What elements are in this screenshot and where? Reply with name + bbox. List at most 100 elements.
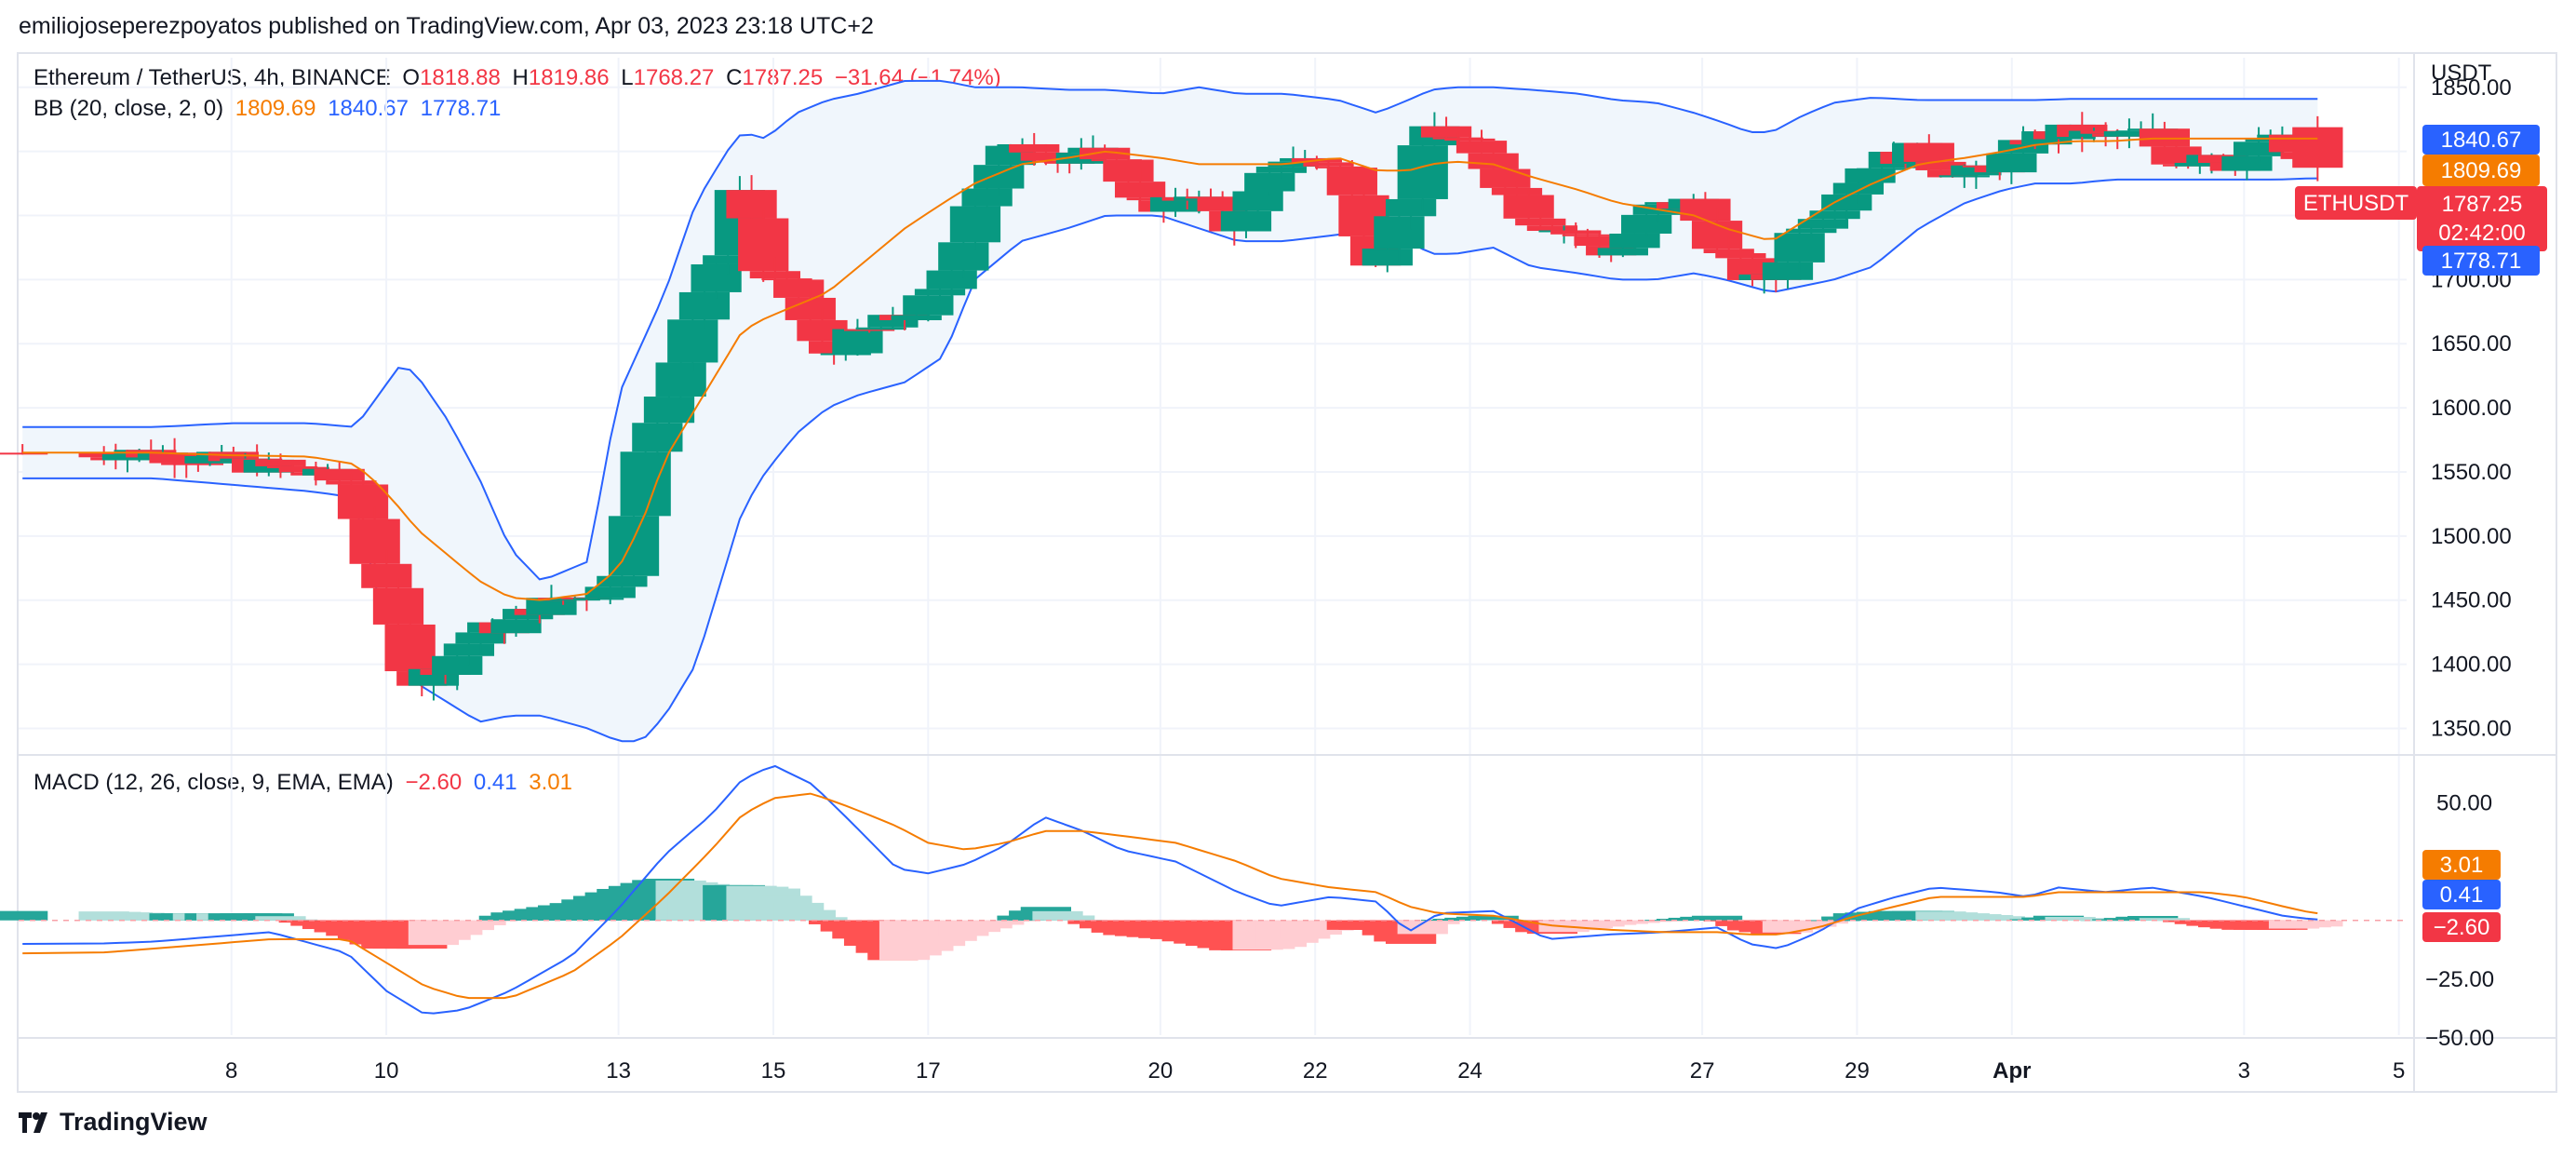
price-tick-label: 1500.00 [2431, 524, 2512, 549]
macd-title: MACD (12, 26, close, 9, EMA, EMA) [34, 770, 394, 795]
candle-body [1845, 168, 1896, 183]
price-tick-label: 1550.00 [2431, 460, 2512, 485]
price-tick-label: 1450.00 [2431, 588, 2512, 613]
open-label: O [402, 65, 421, 90]
macd-tick-label: −25.00 [2425, 967, 2494, 992]
macd-tick-label: 50.00 [2436, 791, 2492, 816]
macd-line-value: 0.41 [473, 770, 517, 795]
candle-body [1621, 214, 1672, 234]
bb-basis-line [22, 137, 2318, 601]
bb-upper-price-label-text: 1840.67 [2441, 128, 2522, 153]
last-price-text: 1787.25 [2442, 192, 2523, 217]
candle-body [1762, 262, 1814, 280]
candle-body [1562, 234, 1614, 236]
histogram-bar [266, 919, 318, 921]
candle-body [1244, 172, 1295, 192]
time-tick-label: 29 [1845, 1058, 1870, 1084]
candle-body [1986, 153, 2037, 173]
histogram-bar [1409, 920, 1460, 924]
symbol-price-tag: ETHUSDT [2295, 186, 2417, 220]
candle-body [2221, 155, 2273, 171]
bb-title: BB (20, close, 2, 0) [34, 96, 224, 121]
candle-body [349, 518, 400, 564]
candle-body [314, 468, 365, 481]
time-tick-label: 27 [1690, 1058, 1715, 1084]
candle-body [1444, 138, 1496, 141]
histogram-bar [2080, 920, 2131, 922]
candle-body [855, 327, 906, 330]
bb-upper-price-label: 1840.67 [2422, 125, 2540, 155]
candle-body [361, 563, 412, 588]
high-label: H [512, 65, 529, 90]
histogram-bar [1809, 920, 1860, 922]
histogram-bar [1986, 918, 2037, 921]
candle-body [703, 255, 754, 264]
countdown-text: 02:42:00 [2438, 221, 2525, 246]
candle-body [820, 353, 871, 356]
publish-info: emiliojoseperezpoyatos published on Trad… [19, 13, 874, 39]
candle-body [1468, 153, 1519, 169]
signal-line [22, 792, 2318, 1000]
macd-tick-label: −50.00 [2425, 1026, 2494, 1051]
symbol-price-tag-text: ETHUSDT [2303, 191, 2409, 216]
bb-upper-price-label-bg [2422, 125, 2540, 155]
candle-body [1526, 225, 1578, 232]
high-value: 1819.86 [528, 65, 610, 90]
candle-body [1491, 187, 1543, 195]
candle-body [1786, 228, 1837, 234]
candle-body [1503, 195, 1554, 219]
candle-body [1220, 210, 1272, 232]
candle-body [2174, 162, 2225, 167]
bb-basis-price-label-bg [2422, 155, 2540, 186]
histogram-bar [2139, 918, 2190, 921]
bb-lower-price-label: 1778.71 [2422, 246, 2540, 276]
bb-basis-price-label-text: 1809.69 [2441, 158, 2522, 183]
candle-body [2103, 131, 2155, 137]
candle-body [149, 452, 200, 464]
candle-body [1326, 168, 1377, 195]
price-tick-label: 1400.00 [2431, 653, 2512, 678]
candle-body [926, 270, 977, 290]
candle-body [620, 451, 671, 517]
histogram-bar [2057, 918, 2108, 921]
axis-unit: USDT [2431, 61, 2492, 86]
bb-lower-line [22, 177, 2318, 743]
bb-upper-value: 1840.67 [328, 96, 409, 121]
candle-body [938, 242, 989, 271]
candle-body [597, 575, 648, 587]
candle-body [1515, 218, 1566, 226]
macd-histogram [0, 878, 2343, 961]
brand-text: TradingView [60, 1108, 208, 1136]
bb-lower-value: 1778.71 [420, 96, 502, 121]
candle-body [2139, 128, 2190, 147]
candle-body [326, 480, 377, 485]
candle-body [843, 329, 895, 331]
macd-axis-label-bg [2422, 880, 2501, 909]
candle-body [691, 263, 742, 292]
signal-axis-label-text: 3.01 [2440, 853, 2484, 878]
candle-body [678, 291, 731, 320]
bollinger-band-fill [22, 80, 2318, 742]
candle-body [1857, 168, 1908, 170]
histogram-bar [255, 916, 306, 921]
histogram-axis-label-bg [2422, 912, 2501, 942]
candle-body [914, 289, 966, 296]
candle-body [1550, 230, 1602, 235]
close-value: 1787.25 [742, 65, 824, 90]
bb-basis-price-label: 1809.69 [2422, 155, 2540, 186]
histogram-bar [1044, 915, 1095, 921]
price-tick-label: 1350.00 [2431, 716, 2512, 741]
candles [0, 112, 2343, 701]
candle-body [1480, 168, 1531, 188]
tradingview-logo[interactable]: TradingView [19, 1108, 208, 1137]
last-price-label [2417, 186, 2547, 251]
candle-body [1832, 182, 1885, 195]
candle-body [667, 319, 718, 363]
candle-body [172, 463, 224, 465]
candle-body [1774, 233, 1825, 263]
bb-upper-line [22, 79, 2318, 581]
candle-body [572, 598, 624, 600]
time-tick-label: 20 [1148, 1058, 1174, 1084]
candle-body [0, 452, 48, 455]
